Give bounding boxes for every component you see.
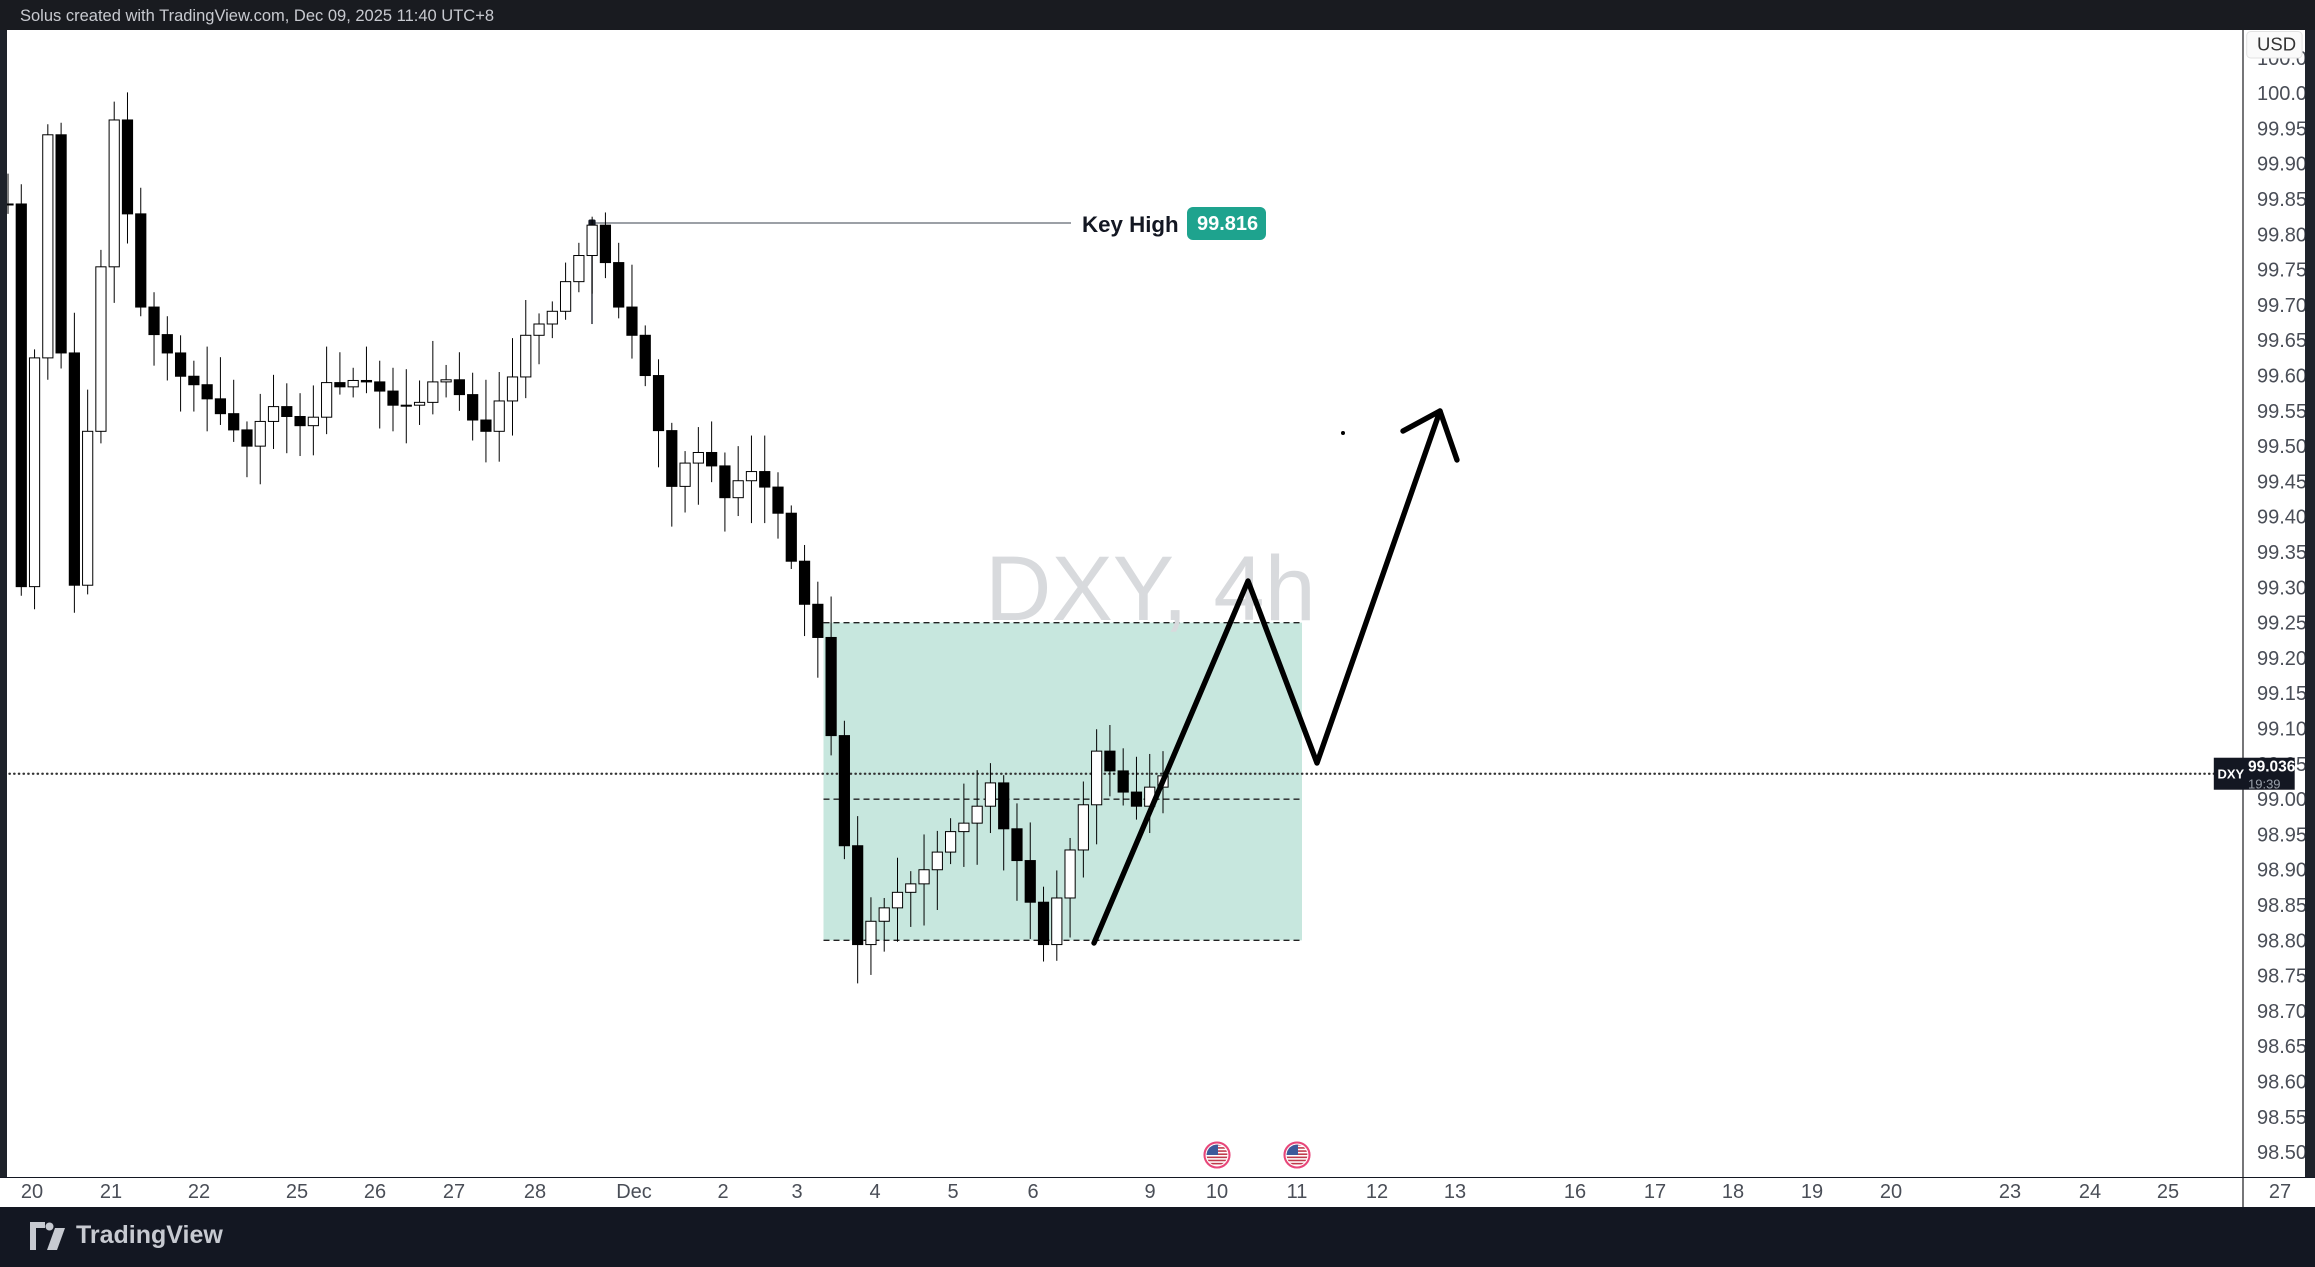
svg-text:22: 22: [188, 1181, 210, 1203]
svg-text:25: 25: [2157, 1181, 2179, 1203]
svg-text:24: 24: [2079, 1181, 2101, 1203]
svg-text:27: 27: [443, 1181, 465, 1203]
svg-text:9: 9: [1144, 1181, 1155, 1203]
svg-text:19:39: 19:39: [2248, 777, 2281, 792]
svg-text:27: 27: [2269, 1181, 2291, 1203]
svg-text:99.036: 99.036: [2248, 759, 2296, 776]
svg-text:5: 5: [947, 1181, 958, 1203]
svg-text:20: 20: [1880, 1181, 1902, 1203]
svg-text:23: 23: [1999, 1181, 2021, 1203]
svg-text:26: 26: [364, 1181, 386, 1203]
svg-text:Key High: Key High: [1082, 212, 1179, 237]
svg-text:99.816: 99.816: [1197, 213, 1258, 235]
svg-text:18: 18: [1722, 1181, 1744, 1203]
svg-text:USD: USD: [2257, 34, 2296, 55]
svg-text:6: 6: [1027, 1181, 1038, 1203]
svg-text:12: 12: [1366, 1181, 1388, 1203]
svg-text:21: 21: [100, 1181, 122, 1203]
svg-text:19: 19: [1801, 1181, 1823, 1203]
svg-text:25: 25: [286, 1181, 308, 1203]
svg-text:4: 4: [869, 1181, 880, 1203]
svg-text:2: 2: [717, 1181, 728, 1203]
svg-text:11: 11: [1287, 1181, 1308, 1203]
svg-text:16: 16: [1564, 1181, 1586, 1203]
svg-text:DXY: DXY: [2218, 767, 2245, 782]
svg-text:20: 20: [21, 1181, 43, 1203]
svg-text:3: 3: [791, 1181, 802, 1203]
svg-text:17: 17: [1644, 1181, 1666, 1203]
svg-text:10: 10: [1206, 1181, 1228, 1203]
svg-text:13: 13: [1444, 1181, 1466, 1203]
svg-text:Dec: Dec: [616, 1181, 652, 1203]
svg-text:28: 28: [524, 1181, 546, 1203]
